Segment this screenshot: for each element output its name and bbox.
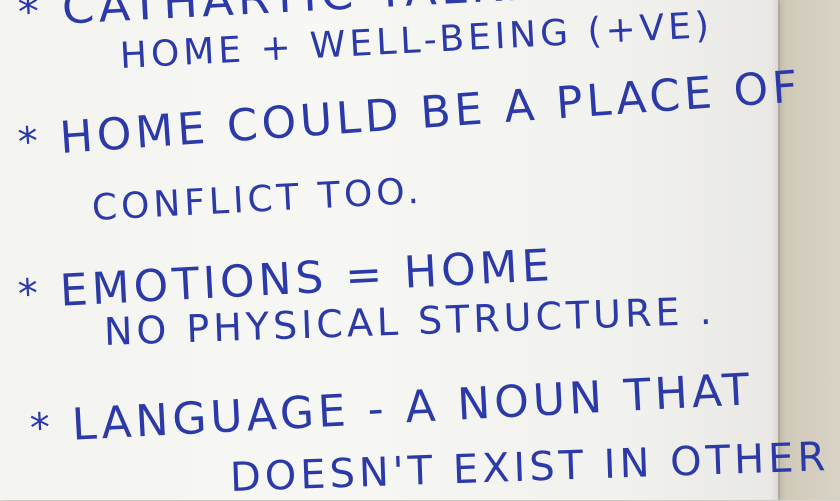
bullet-asterisk-icon: * [16, 0, 45, 36]
note-text: CONFLICT TOO. [90, 170, 424, 229]
sheet-edge-shadow [770, 0, 780, 500]
bullet-asterisk-icon: * [16, 270, 44, 318]
bullet-asterisk-icon: * [28, 404, 56, 452]
wall-strip [778, 0, 840, 500]
note-text: DOESN'T EXIST IN OTHER [229, 434, 830, 501]
note-text: HOME COULD BE A PLACE OF [58, 61, 804, 165]
note-line-conflict-too: CONFLICT TOO. [91, 171, 424, 229]
bullet-asterisk-icon: * [16, 118, 44, 166]
note-line-other: DOESN'T EXIST IN OTHER [229, 434, 830, 501]
note-line-home-conflict: * HOME COULD BE A PLACE OF [16, 61, 804, 167]
note-text: LANGUAGE - A NOUN THAT [70, 364, 755, 451]
